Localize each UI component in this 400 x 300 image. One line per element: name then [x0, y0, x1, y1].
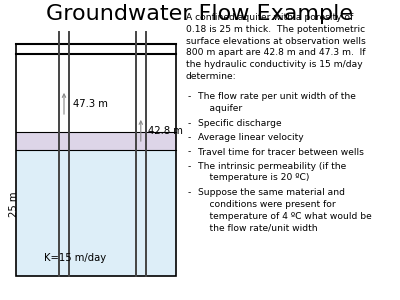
Text: The intrinsic permeability (if the
    temperature is 20 ºC): The intrinsic permeability (if the tempe…: [198, 162, 346, 182]
Text: -: -: [188, 92, 191, 101]
Text: 25 m: 25 m: [9, 191, 19, 217]
Text: -: -: [188, 119, 191, 128]
Text: -: -: [188, 162, 191, 171]
Bar: [16, 44, 176, 276]
Text: -: -: [188, 188, 191, 197]
Text: Average linear velocity: Average linear velocity: [198, 133, 304, 142]
Text: Suppose the same material and
    conditions were present for
    temperature of: Suppose the same material and conditions…: [198, 188, 372, 232]
Bar: [16, 150, 176, 276]
Text: 42.8 m: 42.8 m: [148, 126, 183, 136]
Text: Groundwater Flow Example: Groundwater Flow Example: [46, 4, 354, 25]
Bar: [16, 44, 176, 54]
Text: The flow rate per unit width of the
    aquifer: The flow rate per unit width of the aqui…: [198, 92, 356, 113]
Text: K=15 m/day: K=15 m/day: [44, 253, 106, 263]
Text: Travel time for tracer between wells: Travel time for tracer between wells: [198, 148, 364, 157]
Bar: [16, 132, 176, 150]
Text: Specific discharge: Specific discharge: [198, 119, 282, 128]
Text: -: -: [188, 148, 191, 157]
Text: -: -: [188, 133, 191, 142]
Text: A confined aquifer with a porosity of
0.18 is 25 m thick.  The potentiometric
su: A confined aquifer with a porosity of 0.…: [186, 14, 366, 81]
Text: 47.3 m: 47.3 m: [73, 99, 108, 109]
